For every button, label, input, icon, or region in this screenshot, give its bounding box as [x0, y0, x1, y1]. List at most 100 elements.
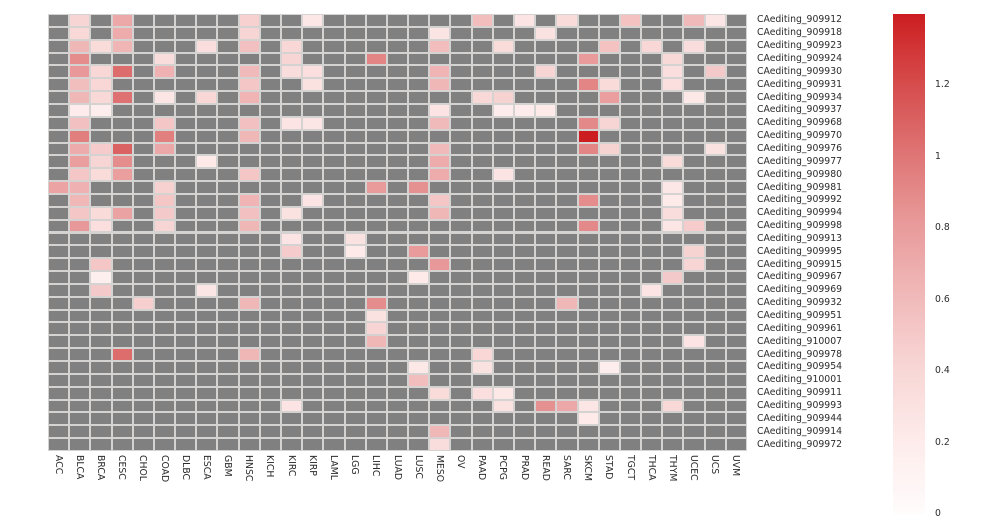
- heatmap-cell[interactable]: [133, 374, 153, 386]
- heatmap-cell[interactable]: [218, 400, 238, 412]
- heatmap-cell[interactable]: [91, 426, 111, 438]
- heatmap-cell[interactable]: [536, 349, 556, 361]
- heatmap-cell[interactable]: [387, 92, 408, 103]
- heatmap-cell[interactable]: [282, 233, 302, 245]
- heatmap-cell[interactable]: [663, 92, 683, 103]
- heatmap-cell[interactable]: [112, 439, 132, 450]
- heatmap-cell[interactable]: [112, 66, 132, 78]
- heatmap-cell[interactable]: [260, 169, 280, 181]
- heatmap-cell[interactable]: [642, 117, 662, 129]
- heatmap-cell[interactable]: [218, 413, 238, 425]
- heatmap-cell[interactable]: [239, 284, 259, 296]
- heatmap-cell[interactable]: [49, 336, 69, 348]
- heatmap-cell[interactable]: [684, 272, 704, 283]
- heatmap-cell[interactable]: [133, 15, 153, 26]
- heatmap-cell[interactable]: [112, 27, 132, 39]
- heatmap-cell[interactable]: [684, 310, 704, 322]
- heatmap-cell[interactable]: [218, 15, 238, 26]
- heatmap-cell[interactable]: [366, 246, 386, 258]
- heatmap-cell[interactable]: [91, 349, 111, 361]
- heatmap-cell[interactable]: [409, 413, 429, 425]
- heatmap-cell[interactable]: [154, 182, 175, 193]
- heatmap-cell[interactable]: [303, 156, 323, 168]
- heatmap-cell[interactable]: [112, 413, 132, 425]
- heatmap-cell[interactable]: [197, 169, 217, 181]
- heatmap-cell[interactable]: [176, 362, 196, 373]
- heatmap-cell[interactable]: [282, 169, 302, 181]
- heatmap-cell[interactable]: [472, 169, 492, 181]
- heatmap-cell[interactable]: [324, 53, 344, 65]
- heatmap-cell[interactable]: [133, 336, 153, 348]
- heatmap-cell[interactable]: [451, 182, 471, 193]
- heatmap-cell[interactable]: [620, 194, 641, 206]
- heatmap-cell[interactable]: [49, 387, 69, 399]
- heatmap-cell[interactable]: [260, 426, 280, 438]
- heatmap-cell[interactable]: [430, 117, 450, 129]
- heatmap-cell[interactable]: [324, 297, 344, 309]
- heatmap-cell[interactable]: [536, 79, 556, 91]
- heatmap-cell[interactable]: [451, 272, 471, 283]
- heatmap-cell[interactable]: [451, 130, 471, 142]
- heatmap-cell[interactable]: [684, 349, 704, 361]
- heatmap-cell[interactable]: [49, 323, 69, 335]
- heatmap-cell[interactable]: [663, 15, 683, 26]
- heatmap-cell[interactable]: [91, 310, 111, 322]
- heatmap-cell[interactable]: [218, 92, 238, 103]
- heatmap-cell[interactable]: [176, 413, 196, 425]
- heatmap-cell[interactable]: [70, 284, 90, 296]
- heatmap-cell[interactable]: [239, 336, 259, 348]
- heatmap-cell[interactable]: [684, 143, 704, 155]
- heatmap-cell[interactable]: [726, 246, 746, 258]
- heatmap-cell[interactable]: [515, 284, 535, 296]
- heatmap-cell[interactable]: [578, 259, 598, 271]
- heatmap-cell[interactable]: [154, 104, 175, 116]
- heatmap-cell[interactable]: [366, 272, 386, 283]
- heatmap-cell[interactable]: [239, 15, 259, 26]
- heatmap-cell[interactable]: [133, 117, 153, 129]
- heatmap-cell[interactable]: [366, 387, 386, 399]
- heatmap-cell[interactable]: [260, 233, 280, 245]
- heatmap-cell[interactable]: [642, 323, 662, 335]
- heatmap-cell[interactable]: [620, 246, 641, 258]
- heatmap-cell[interactable]: [557, 272, 577, 283]
- heatmap-cell[interactable]: [578, 117, 598, 129]
- heatmap-cell[interactable]: [684, 79, 704, 91]
- heatmap-cell[interactable]: [239, 40, 259, 52]
- heatmap-cell[interactable]: [197, 104, 217, 116]
- heatmap-cell[interactable]: [239, 323, 259, 335]
- heatmap-cell[interactable]: [472, 117, 492, 129]
- heatmap-cell[interactable]: [133, 66, 153, 78]
- heatmap-cell[interactable]: [451, 336, 471, 348]
- heatmap-cell[interactable]: [260, 207, 280, 219]
- heatmap-cell[interactable]: [282, 246, 302, 258]
- heatmap-cell[interactable]: [493, 297, 513, 309]
- heatmap-cell[interactable]: [684, 92, 704, 103]
- heatmap-cell[interactable]: [599, 79, 619, 91]
- heatmap-cell[interactable]: [345, 284, 365, 296]
- heatmap-cell[interactable]: [620, 426, 641, 438]
- heatmap-cell[interactable]: [154, 169, 175, 181]
- heatmap-cell[interactable]: [536, 92, 556, 103]
- heatmap-cell[interactable]: [472, 233, 492, 245]
- heatmap-cell[interactable]: [515, 374, 535, 386]
- heatmap-cell[interactable]: [70, 117, 90, 129]
- heatmap-cell[interactable]: [49, 15, 69, 26]
- heatmap-cell[interactable]: [684, 387, 704, 399]
- heatmap-cell[interactable]: [578, 233, 598, 245]
- heatmap-cell[interactable]: [197, 233, 217, 245]
- heatmap-cell[interactable]: [451, 439, 471, 450]
- heatmap-cell[interactable]: [493, 387, 513, 399]
- heatmap-cell[interactable]: [324, 27, 344, 39]
- heatmap-cell[interactable]: [472, 336, 492, 348]
- heatmap-cell[interactable]: [536, 246, 556, 258]
- heatmap-cell[interactable]: [642, 79, 662, 91]
- heatmap-cell[interactable]: [430, 169, 450, 181]
- heatmap-cell[interactable]: [282, 40, 302, 52]
- heatmap-cell[interactable]: [557, 66, 577, 78]
- heatmap-cell[interactable]: [260, 130, 280, 142]
- heatmap-cell[interactable]: [642, 310, 662, 322]
- heatmap-cell[interactable]: [472, 362, 492, 373]
- heatmap-cell[interactable]: [366, 156, 386, 168]
- heatmap-cell[interactable]: [70, 426, 90, 438]
- heatmap-cell[interactable]: [620, 272, 641, 283]
